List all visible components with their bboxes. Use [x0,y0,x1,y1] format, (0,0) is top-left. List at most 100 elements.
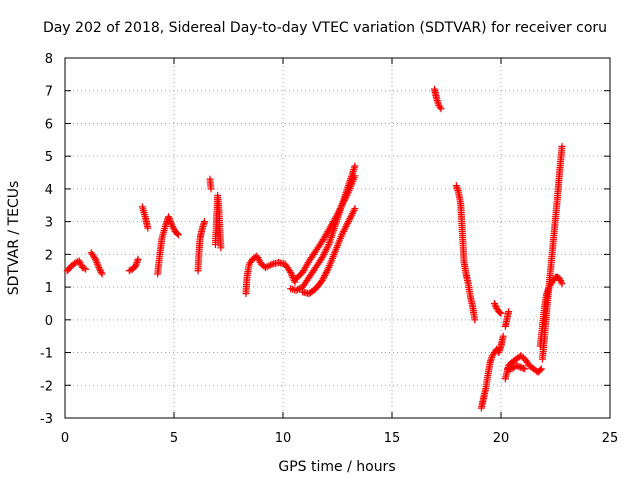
y-tick-label: 0 [45,314,53,329]
data-point [323,244,331,252]
data-point [318,254,326,262]
data-point [169,223,177,231]
data-point [471,316,479,324]
data-point [349,208,357,216]
data-point [436,103,444,111]
data-point [173,230,181,238]
data-point [168,221,176,229]
data-point [167,219,175,227]
data-point [497,309,505,317]
data-point [344,218,352,226]
data-point [217,244,225,252]
x-axis-label: GPS time / hours [278,459,395,475]
x-tick-label: 5 [170,431,178,446]
data-point [93,260,101,268]
data-point [490,299,498,307]
data-point [82,265,90,273]
data-point [295,285,303,293]
data-point [262,263,270,271]
x-tick-label: 0 [61,431,69,446]
data-point [167,218,175,226]
data-point [557,278,565,286]
data-point [496,308,504,316]
data-point [537,365,545,373]
y-tick-label: 8 [45,52,53,67]
data-point [344,219,352,227]
data-point [339,198,347,206]
data-point [321,249,329,257]
data-point [263,263,271,271]
x-tick-label: 20 [493,431,510,446]
data-point [347,213,355,221]
data-point [322,247,330,255]
data-point [320,273,328,281]
data-point [94,262,102,270]
data-point [331,214,339,222]
y-tick-label: 7 [45,85,53,100]
data-point [339,200,347,208]
data-point [499,332,507,340]
data-point [96,267,104,275]
data-point [556,275,564,283]
data-point [348,211,356,219]
data-point [332,213,340,221]
data-point [321,272,329,280]
data-point [76,259,84,267]
data-point [342,193,350,201]
data-point [166,216,174,224]
data-points [63,85,566,412]
data-point [505,308,513,316]
y-tick-label: -1 [40,347,53,362]
y-tick-label: 2 [45,248,53,263]
data-point [201,218,209,226]
data-point [165,213,173,221]
y-tick-label: -3 [40,412,53,427]
data-point [343,221,351,229]
data-point [134,255,142,263]
data-point [341,195,349,203]
data-point [93,259,101,267]
data-point [334,209,342,217]
data-point [333,211,341,219]
plot-frame [64,57,611,419]
data-point [335,208,343,216]
data-point [144,224,152,232]
y-tick-label: 4 [45,183,53,198]
data-point [351,162,359,170]
y-tick-label: 5 [45,150,53,165]
data-point [319,275,327,283]
data-point [351,205,359,213]
data-point [339,229,347,237]
data-point [125,267,133,275]
data-point [288,272,296,280]
y-axis-label: SDTVAR / TECUs [6,181,22,296]
y-tick-label: 1 [45,281,53,296]
y-tick-label: 6 [45,117,53,132]
data-point [346,214,354,222]
data-point [319,252,327,260]
data-point [96,265,104,273]
data-point [322,245,330,253]
data-point [491,301,499,309]
axis-ticks: 0 5 10 15 20 25 -3 -2 -1 0 1 2 3 4 5 6 7 8 [40,52,618,446]
data-point [437,105,445,113]
data-point [287,268,295,276]
data-point [336,205,344,213]
data-point [98,270,106,278]
data-point [291,278,299,286]
data-point [340,196,348,204]
data-point [558,280,566,288]
data-point [265,262,273,270]
data-point [342,223,350,231]
data-point [350,206,358,214]
data-point [351,172,359,180]
y-tick-label: 3 [45,216,53,231]
data-point [78,263,86,271]
data-point [344,190,352,198]
x-tick-label: 10 [275,431,292,446]
data-point [287,270,295,278]
data-point [294,286,302,294]
data-point [80,264,88,272]
data-point [557,277,565,285]
data-point [338,231,346,239]
